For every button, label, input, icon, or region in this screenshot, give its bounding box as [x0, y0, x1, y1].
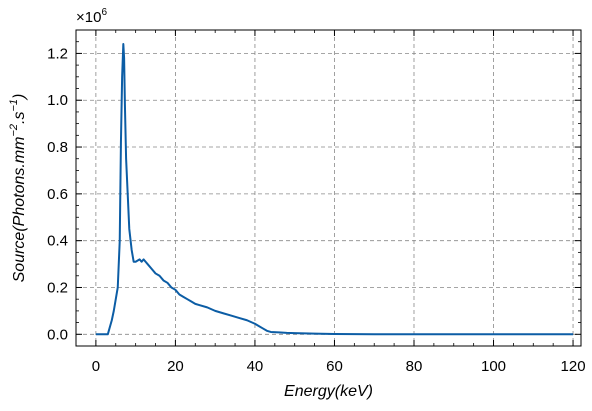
- x-tick-label: 40: [247, 358, 264, 375]
- y-tick-label: 1.2: [47, 45, 68, 62]
- x-axis-label-name: Energy: [284, 383, 336, 400]
- y-offset-base: ×10: [76, 9, 101, 26]
- x-tick-label: 0: [92, 358, 100, 375]
- x-axis-label: Energy(keV): [284, 383, 373, 400]
- y-axis-label-unit-start: (Photons.mm: [11, 137, 28, 232]
- ticks: [75, 30, 581, 347]
- x-axis-label-unit: (keV): [335, 383, 373, 400]
- y-offset-text: ×106: [76, 7, 107, 26]
- y-tick-label: 0.6: [47, 186, 68, 203]
- y-axis-label-name: Source: [11, 232, 28, 283]
- y-axis-label-close: ): [11, 94, 28, 101]
- y-offset-exponent: 6: [101, 7, 107, 18]
- y-axis-label-mid: .s: [11, 112, 28, 124]
- series-line: [95, 43, 574, 336]
- y-axis-label-exp1: −2: [8, 124, 20, 137]
- x-tick-label: 60: [326, 358, 343, 375]
- x-tick-label: 80: [406, 358, 423, 375]
- y-tick-label: 1.0: [47, 92, 68, 109]
- x-tick-labels: 0 20 40 60 80 100 120: [92, 358, 586, 375]
- y-tick-label: 0.2: [47, 279, 68, 296]
- y-axis-label-exp2: −1: [8, 99, 20, 112]
- y-tick-label: 0.8: [47, 139, 68, 156]
- x-tick-label: 100: [481, 358, 506, 375]
- series-layer: [95, 43, 574, 336]
- x-tick-label: 120: [561, 358, 586, 375]
- plot-frame: [75, 29, 582, 347]
- y-tick-label: 0.0: [47, 326, 68, 343]
- y-axis-label: Source(Photons.mm−2.s−1): [8, 94, 28, 283]
- y-tick-label: 0.4: [47, 233, 68, 250]
- y-tick-labels: 0.0 0.2 0.4 0.6 0.8 1.0 1.2: [47, 45, 68, 343]
- x-tick-label: 20: [167, 358, 184, 375]
